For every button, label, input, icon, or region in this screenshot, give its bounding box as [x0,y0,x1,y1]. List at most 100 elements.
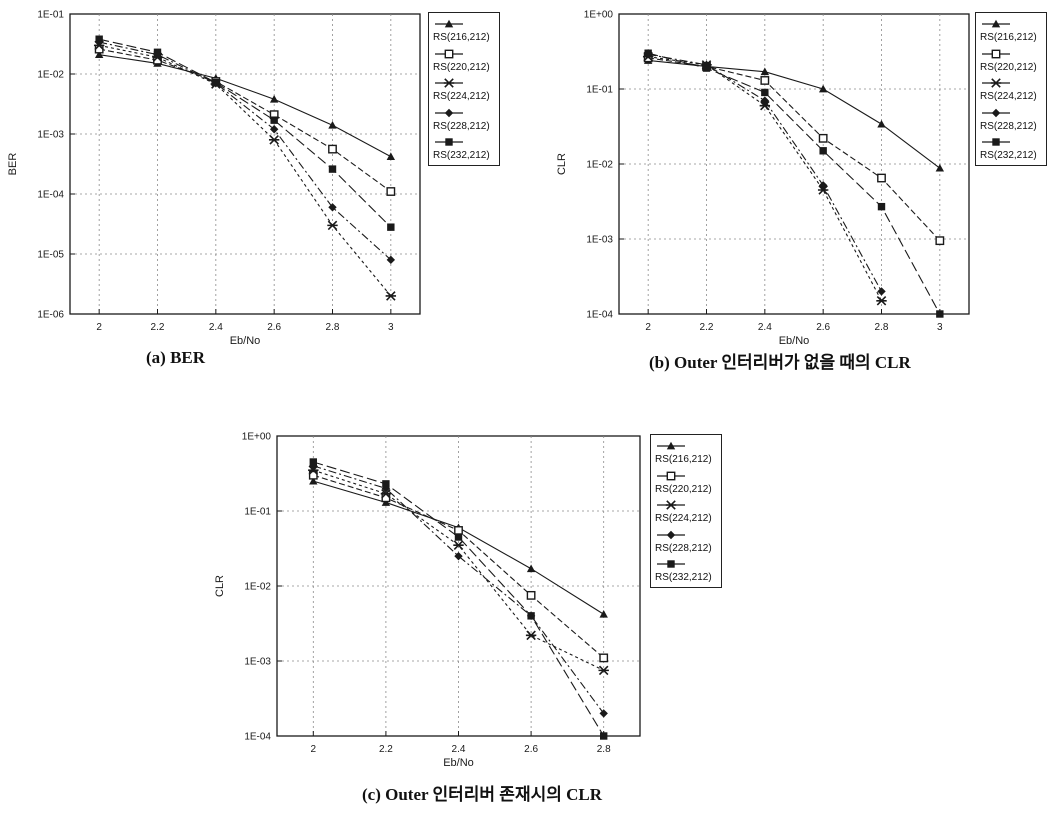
y-tick-label: 1E+00 [584,10,614,21]
legend-clr-with-interleaver: RS(216,212) RS(220,212) RS(224,212) RS(228,… [650,434,722,588]
y-axis-label: CLR [214,575,226,597]
data-point [526,564,536,573]
legend-symbol [982,78,1010,88]
data-point [328,165,337,173]
legend-symbol [435,108,463,117]
legend-marker [445,138,453,146]
y-tick-label: 1E-06 [37,310,64,321]
y-tick-label: 1E-02 [244,582,271,593]
series-RS(228,212) [309,461,608,718]
data-point [600,732,608,740]
data-point [761,88,769,97]
data-point [308,465,319,475]
data-point [935,163,945,172]
legend-label: RS(224,212) [655,513,712,524]
legend-label: RS(228,212) [433,120,490,132]
x-tick-label: 2 [645,322,651,333]
chart-panel-clr-no-interleaver: 1E-04 1E-03 1E-02 1E-01 1E+00 2 2.2 2.4 2.6 2.8 3 E… [527,0,1047,400]
data-point [599,709,608,718]
caption-b: (b) Outer 인터리버가 없을 때의 CLR [649,353,911,372]
y-tick-label: 1E+00 [242,432,272,443]
data-point [818,84,828,93]
x-tick-label: 2.2 [700,322,714,333]
legend-item: RS(232,212) [429,135,499,165]
data-point [818,181,828,190]
series-RS(228,212) [643,50,886,296]
legend-item: RS(232,212) [976,135,1046,165]
series-RS(220,212) [94,44,396,196]
caption-c: (c) Outer 인터리버 존재시의 CLR [362,785,603,804]
series-line [313,461,605,737]
legend-label: RS(216,212) [433,32,490,43]
legend-marker [443,78,455,88]
x-tick-label: 3 [937,322,943,333]
legend-clr-no-interleaver: RS(216,212) RS(220,212) RS(224,212) RS(228,… [975,12,1047,166]
series-RS(232,212) [95,35,395,231]
legend-item: RS(228,212) [429,106,499,136]
chart-panel-clr-with-interleaver: 1E-04 1E-03 1E-02 1E-01 1E+00 2 2.2 2.4 2.6 2.8 Eb… [214,410,775,820]
y-tick-label: 1E-03 [586,235,613,246]
x-tick-label: 2.6 [524,744,538,755]
x-tick-label: 2.2 [151,322,165,333]
data-point [269,125,279,134]
data-point [153,48,162,56]
legend-label: RS(232,212) [980,150,1037,161]
legend-marker [991,49,1001,58]
x-tick-label: 2 [96,322,102,333]
x-tick-label: 2.8 [875,322,889,333]
data-point [387,223,395,231]
legend-symbol [435,138,463,146]
legend-symbol [657,500,685,510]
caption-a: (a) BER [146,348,206,367]
series-RS(224,212) [93,40,397,301]
data-point [269,95,279,103]
legend-symbol [982,19,1010,28]
data-point [309,458,317,466]
data-point [644,49,652,57]
series-RS(232,212) [644,49,944,318]
data-point [386,152,396,160]
legend-marker [992,138,1000,146]
data-point [599,653,609,663]
chart-clr-with-interleaver: 1E-04 1E-03 1E-02 1E-01 1E+00 2 2.2 2.4 2.6 2.8 Eb… [214,432,641,769]
legend-marker [666,441,676,450]
x-tick-label: 2.8 [597,744,611,755]
data-point [380,488,392,499]
data-point [453,540,464,550]
legend-symbol [435,19,463,28]
plot-frame [69,13,421,315]
x-axis-label: Eb/No [779,335,810,347]
data-point [527,612,535,620]
legend-item: RS(220,212) [651,469,721,499]
x-axis-label: Eb/No [230,335,261,347]
legend-ber: RS(216,212) RS(220,212) RS(224,212) RS(228,… [428,12,500,166]
legend-item: RS(232,212) [651,557,721,587]
data-point [819,147,827,155]
data-point [454,526,463,535]
data-point [935,236,945,246]
x-tick-label: 2.4 [758,322,772,333]
y-tick-label: 1E-02 [586,160,613,171]
data-point [877,119,886,128]
chart-clr-no-interleaver: 1E-04 1E-03 1E-02 1E-01 1E+00 2 2.2 2.4 2.6 2.8 3 E… [556,10,970,347]
legend-marker [990,78,1002,88]
chart-panel-ber: 1E-06 1E-05 1E-04 1E-03 1E-02 1E-01 2 2.2 2.4 2.6… [0,0,520,400]
legend-item: RS(228,212) [976,106,1046,136]
series-line [99,48,392,192]
y-axis-label: BER [7,153,19,176]
legend-label: RS(228,212) [655,542,712,554]
y-tick-label: 1E-01 [37,10,64,21]
legend-symbol [982,108,1010,117]
data-point [702,64,711,72]
legend-label: RS(228,212) [980,120,1037,132]
data-point [818,133,828,143]
legend-symbol [657,560,685,568]
legend-label: RS(220,212) [433,61,490,73]
series-RS(228,212) [94,37,396,265]
data-point [454,533,463,541]
legend-symbol [657,471,685,480]
data-point [95,35,103,43]
legend-symbol [657,530,685,539]
y-tick-label: 1E-03 [37,130,64,141]
x-tick-label: 2.2 [379,744,393,755]
